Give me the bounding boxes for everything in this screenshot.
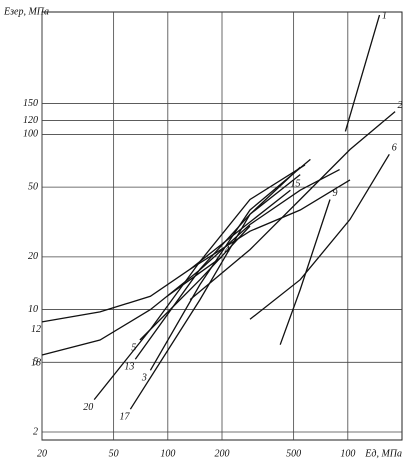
curve bbox=[167, 256, 223, 297]
y-tick-label: 5 bbox=[33, 357, 38, 368]
x-axis-title: Eд, МПа bbox=[364, 448, 402, 459]
curve-label: 18 bbox=[31, 357, 41, 368]
x-tick-label: 50 bbox=[109, 448, 119, 459]
curve-label: 13 bbox=[124, 362, 134, 373]
x-tick-label: 200 bbox=[215, 448, 230, 459]
x-tick-label: 100 bbox=[340, 448, 355, 459]
x-tick-label: 500 bbox=[286, 448, 301, 459]
x-tick-label: 100 bbox=[160, 448, 175, 459]
y-tick-label: 10 bbox=[28, 304, 38, 315]
curve bbox=[189, 189, 291, 270]
curve bbox=[41, 179, 351, 323]
curve-label: 15 bbox=[290, 179, 300, 190]
curve bbox=[249, 153, 390, 320]
y-tick-label: 50 bbox=[28, 181, 38, 192]
curve bbox=[189, 111, 396, 301]
curve bbox=[344, 14, 381, 132]
curve-label: 2 bbox=[398, 100, 403, 111]
curve-label: 6 bbox=[392, 143, 397, 154]
curve-label: 20 bbox=[83, 402, 93, 413]
y-axis-title: Eзер, МПа bbox=[3, 6, 49, 17]
curve-label: 5 bbox=[131, 342, 136, 353]
curve-label: 4 bbox=[225, 245, 230, 256]
curve bbox=[139, 225, 251, 341]
curve-label: 1 bbox=[382, 10, 387, 21]
curve bbox=[279, 199, 331, 345]
x-tick-label: 20 bbox=[37, 448, 47, 459]
curve-label: 17 bbox=[119, 411, 130, 422]
y-tick-label: 120 bbox=[23, 115, 38, 126]
curve bbox=[129, 166, 301, 410]
y-tick-label: 150 bbox=[23, 98, 38, 109]
curve bbox=[149, 158, 311, 371]
y-tick-label: 100 bbox=[23, 129, 38, 140]
y-tick-label: 2 bbox=[33, 426, 38, 437]
y-tick-label: 20 bbox=[28, 251, 38, 262]
curve-label: 12 bbox=[31, 324, 41, 335]
curve-label: 3 bbox=[141, 373, 147, 384]
curve bbox=[41, 169, 340, 356]
curve-label: 9 bbox=[332, 188, 337, 199]
